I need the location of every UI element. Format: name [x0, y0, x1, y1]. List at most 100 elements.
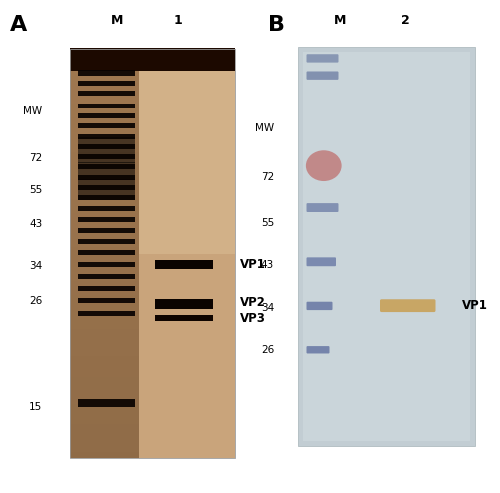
Bar: [78, 262, 135, 267]
Bar: [70, 288, 140, 295]
Bar: [78, 154, 135, 159]
Bar: [70, 227, 140, 234]
Bar: [140, 213, 235, 220]
Bar: [140, 343, 235, 350]
Bar: [70, 254, 140, 261]
Text: VP2: VP2: [240, 296, 266, 309]
Bar: [140, 240, 235, 247]
Bar: [140, 56, 235, 63]
Text: 34: 34: [261, 303, 274, 313]
Bar: [140, 117, 235, 124]
Bar: [140, 431, 235, 438]
Bar: [78, 206, 135, 211]
Bar: [70, 343, 140, 350]
Bar: [78, 164, 135, 169]
Bar: [70, 145, 140, 152]
Bar: [78, 250, 135, 255]
Bar: [78, 179, 135, 200]
Bar: [140, 329, 235, 336]
Bar: [78, 311, 135, 316]
Bar: [70, 152, 140, 158]
Text: 34: 34: [29, 261, 42, 271]
Bar: [70, 186, 140, 193]
Text: 1: 1: [173, 14, 182, 27]
Bar: [140, 309, 235, 316]
Bar: [155, 315, 212, 321]
Bar: [70, 199, 140, 206]
Bar: [140, 350, 235, 356]
Bar: [70, 49, 235, 458]
Bar: [140, 438, 235, 445]
Bar: [140, 390, 235, 397]
Bar: [70, 48, 235, 71]
Bar: [140, 227, 235, 234]
Bar: [140, 76, 235, 83]
Bar: [155, 260, 212, 269]
Bar: [140, 186, 235, 193]
Bar: [140, 111, 235, 117]
Bar: [78, 113, 135, 118]
Text: 15: 15: [29, 402, 42, 412]
Ellipse shape: [306, 150, 342, 181]
Text: 26: 26: [261, 345, 274, 355]
Bar: [70, 418, 140, 424]
Bar: [140, 370, 235, 377]
Bar: [140, 206, 235, 213]
Bar: [140, 268, 235, 274]
Text: VP1: VP1: [462, 299, 487, 312]
Bar: [70, 247, 140, 254]
Bar: [78, 298, 135, 303]
Bar: [78, 162, 135, 180]
FancyBboxPatch shape: [306, 257, 336, 266]
Bar: [70, 179, 140, 186]
FancyBboxPatch shape: [306, 302, 332, 310]
Text: VP1: VP1: [240, 258, 266, 271]
Bar: [140, 261, 235, 268]
Bar: [140, 90, 235, 97]
Bar: [70, 63, 140, 70]
Bar: [140, 363, 235, 370]
Bar: [140, 179, 235, 186]
Bar: [70, 309, 140, 316]
Bar: [78, 144, 135, 149]
Bar: [70, 158, 140, 165]
FancyBboxPatch shape: [306, 71, 338, 80]
Bar: [140, 131, 235, 138]
Bar: [298, 47, 475, 446]
Bar: [70, 356, 140, 363]
Bar: [140, 411, 235, 418]
Bar: [140, 49, 235, 56]
Bar: [140, 356, 235, 363]
Bar: [140, 193, 235, 199]
Bar: [78, 123, 135, 128]
Bar: [140, 70, 235, 76]
Bar: [70, 316, 140, 322]
Bar: [70, 193, 140, 199]
Bar: [70, 329, 140, 336]
Bar: [70, 370, 140, 377]
Bar: [70, 452, 140, 458]
Bar: [70, 97, 140, 104]
Text: 2: 2: [400, 14, 409, 27]
Bar: [302, 52, 470, 441]
Bar: [78, 137, 135, 163]
Text: 72: 72: [29, 153, 42, 163]
Bar: [70, 281, 140, 288]
Bar: [140, 404, 235, 411]
Bar: [70, 165, 140, 172]
Bar: [140, 145, 235, 152]
Bar: [70, 111, 140, 117]
Bar: [140, 377, 235, 384]
Bar: [70, 213, 140, 220]
Bar: [140, 452, 235, 458]
Bar: [70, 261, 140, 268]
Bar: [140, 288, 235, 295]
Bar: [70, 445, 140, 452]
Text: M: M: [334, 14, 346, 27]
FancyBboxPatch shape: [306, 203, 338, 212]
Bar: [140, 316, 235, 322]
Bar: [140, 254, 235, 261]
Bar: [70, 172, 140, 179]
Bar: [140, 274, 235, 281]
Bar: [70, 390, 140, 397]
